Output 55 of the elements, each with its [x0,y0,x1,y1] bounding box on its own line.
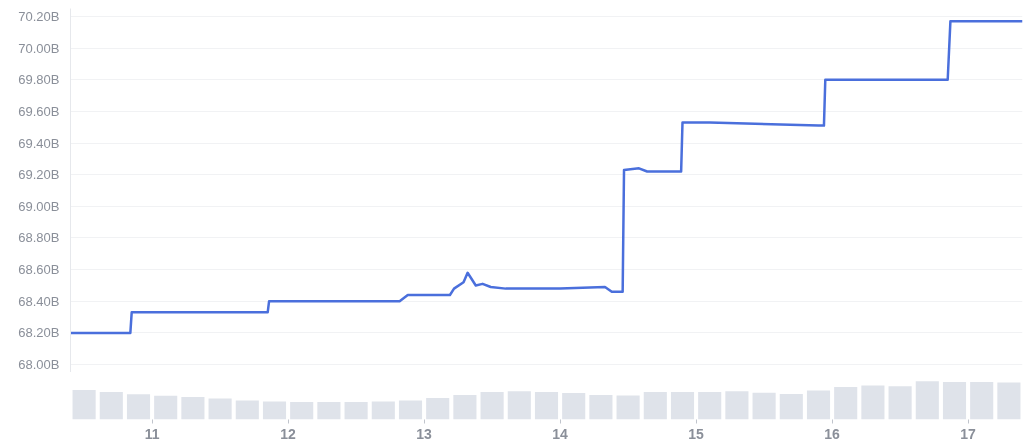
bar [426,398,450,420]
bar [589,395,613,420]
bar [997,382,1021,420]
bar [453,395,477,420]
line-series [70,19,1023,335]
y-tick-label: 68.20B [18,325,60,341]
bar [888,386,912,420]
x-tick-label: 12 [280,425,297,441]
y-tick-label: 68.00B [18,357,60,373]
bar [208,398,232,420]
y-tick-label: 68.80B [18,230,60,246]
bar [616,395,640,420]
bar [181,396,205,420]
bar [235,400,259,420]
y-tick-label: 69.40B [18,135,60,151]
bar [562,393,586,420]
bar [480,391,504,420]
bar [72,390,96,420]
y-tick-label: 69.00B [18,198,60,214]
bar [262,401,287,420]
y-tick-label: 69.60B [18,103,60,119]
y-tick-label: 69.80B [18,72,60,88]
y-tick-label: 69.20B [18,167,60,183]
bar [398,400,423,420]
y-tick-label: 68.60B [18,262,60,278]
bar [725,391,749,420]
bar [779,393,803,420]
bar [126,394,151,420]
y-tick-label: 68.40B [18,293,60,309]
bar [371,401,395,420]
x-tick-label: 14 [552,425,569,441]
bar [970,382,994,420]
bar [643,391,667,420]
x-tick-label: 11 [144,425,160,441]
bar [806,390,831,420]
bar [698,391,722,420]
bar [942,382,967,420]
y-tick-label: 70.00B [18,40,60,56]
x-tick-label: 16 [824,425,841,441]
bar [752,392,776,420]
x-tick-label: 17 [960,425,977,441]
bar [344,401,368,420]
bar [834,387,858,420]
bar [670,391,695,420]
bar [915,381,939,420]
x-tick-label: 15 [688,425,705,441]
bar [99,391,123,420]
bar [507,391,531,420]
bar [317,401,341,420]
bar [154,395,178,420]
bar [861,385,885,420]
bar [534,391,559,420]
bar [290,401,314,420]
x-tick-label: 13 [416,425,433,441]
y-tick-label: 70.20B [18,8,60,24]
